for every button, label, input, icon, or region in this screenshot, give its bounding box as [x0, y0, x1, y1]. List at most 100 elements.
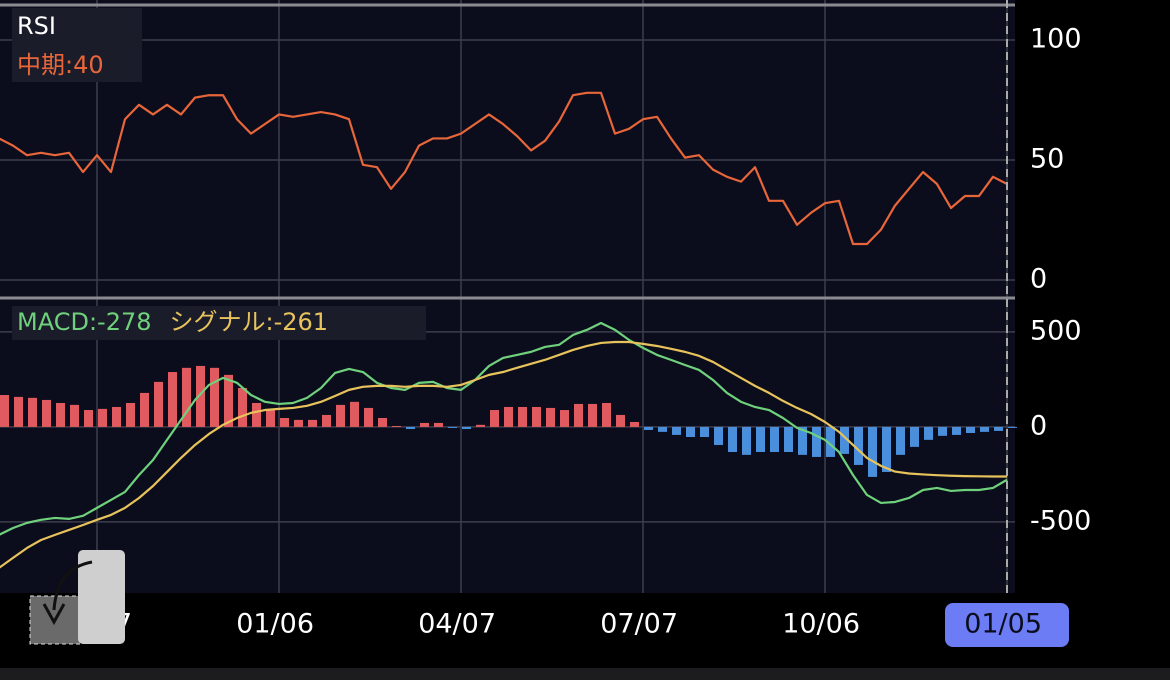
- mark-layer: [0, 91, 1017, 569]
- histogram-bar: [938, 426, 947, 436]
- histogram-bar: [840, 426, 849, 454]
- histogram-bar: [490, 410, 499, 427]
- icon-arrow: [52, 560, 93, 611]
- histogram-bar: [714, 426, 723, 445]
- x-label-highlight: [945, 603, 1069, 647]
- histogram-bar: [294, 419, 303, 427]
- histogram-bar: [28, 397, 37, 427]
- histogram-bar: [770, 426, 779, 453]
- legend-title: RSI: [17, 12, 56, 40]
- histogram-bar: [602, 402, 611, 427]
- histogram-bar: [42, 399, 51, 427]
- histogram-bar: [392, 425, 401, 427]
- legend-label: 中期:40: [17, 51, 104, 79]
- y-tick-label: 0: [1030, 410, 1047, 441]
- line-series: [0, 91, 1008, 246]
- histogram-bar: [84, 410, 93, 427]
- histogram-bar: [364, 407, 373, 427]
- legend-box: [12, 306, 426, 340]
- y-tick-label: 0: [1030, 264, 1047, 295]
- histogram-bar: [56, 402, 65, 427]
- histogram-bar: [280, 417, 289, 427]
- histogram-bar: [350, 401, 359, 427]
- x-tick-label: 01/06: [236, 609, 314, 640]
- histogram-bar: [826, 426, 835, 457]
- label-layer: 0 50 100 RSI 中期:40 -500 0 500 MACD:-278 シグナル:-261…: [17, 12, 1091, 647]
- histogram-bar: [616, 414, 625, 427]
- histogram-bar: [630, 421, 639, 427]
- histogram-bar: [308, 419, 317, 427]
- y-tick-label: 500: [1030, 315, 1082, 346]
- histogram-bar: [518, 406, 527, 427]
- histogram-bar: [462, 426, 471, 430]
- histogram-bar: [14, 396, 23, 427]
- y-tick-label: 100: [1030, 24, 1082, 55]
- histogram-bar: [182, 367, 191, 427]
- x-tick-label: 07/07: [600, 609, 678, 640]
- histogram-bar: [532, 406, 541, 427]
- legend-box: [12, 8, 142, 82]
- histogram-bar: [420, 422, 429, 427]
- histogram-bar: [560, 410, 569, 427]
- line-series: [0, 321, 1008, 536]
- histogram-bar: [672, 426, 681, 435]
- histogram-bar: [378, 417, 387, 427]
- histogram-bar: [504, 406, 513, 427]
- histogram-bar: [686, 426, 695, 437]
- y-tick-label: -500: [1030, 505, 1091, 536]
- histogram-bar: [196, 365, 205, 427]
- histogram-bar: [644, 426, 653, 430]
- histogram-bar: [546, 407, 555, 427]
- histogram-bar: [448, 426, 457, 428]
- histogram-bar: [882, 426, 891, 472]
- x-tick-label: 01/05: [964, 609, 1042, 640]
- histogram-bar: [266, 410, 275, 427]
- histogram-bar: [994, 426, 1003, 431]
- rotate-icon[interactable]: [29, 550, 125, 645]
- histogram-bar: [896, 426, 905, 455]
- x-tick-label: 04/07: [418, 609, 496, 640]
- histogram-bar: [700, 426, 709, 437]
- histogram-bar: [910, 426, 919, 447]
- legend-label: MACD:-278: [17, 308, 152, 336]
- x-tick-label: 10/06: [782, 609, 860, 640]
- histogram-bar: [854, 426, 863, 465]
- histogram-bar: [980, 426, 989, 432]
- histogram-bar: [784, 426, 793, 453]
- histogram-bar: [406, 426, 415, 430]
- histogram-bar: [798, 426, 807, 455]
- histogram-bar: [812, 426, 821, 457]
- histogram-bar: [588, 403, 597, 427]
- histogram-bar: [322, 414, 331, 427]
- histogram-bar: [658, 426, 667, 432]
- histogram-bar: [126, 402, 135, 427]
- icon-arrow: [42, 603, 66, 626]
- icon-shape: [78, 550, 125, 644]
- histogram-bar: [434, 422, 443, 427]
- histogram-bar: [168, 372, 177, 427]
- histogram-bar: [336, 404, 345, 427]
- bottom-bar: [0, 668, 1170, 680]
- histogram-bar: [140, 392, 149, 427]
- histogram-bar: [966, 426, 975, 434]
- histogram-bar: [210, 367, 219, 427]
- histogram-bar: [756, 426, 765, 453]
- histogram-bar: [112, 406, 121, 427]
- histogram-bar: [70, 404, 79, 427]
- histogram-bar: [742, 426, 751, 455]
- histogram-bar: [952, 426, 961, 435]
- legend-label: シグナル:-261: [170, 308, 329, 336]
- histogram-bar: [476, 424, 485, 427]
- histogram-bar: [98, 408, 107, 427]
- histogram-bar: [728, 426, 737, 453]
- histogram-bar: [868, 426, 877, 477]
- y-tick-label: 50: [1030, 144, 1064, 175]
- histogram-bar: [224, 374, 233, 427]
- line-series: [0, 340, 1007, 569]
- histogram-bar: [0, 395, 9, 427]
- histogram-bar: [574, 403, 583, 427]
- histogram-bar: [238, 387, 247, 427]
- histogram-bar: [252, 402, 261, 427]
- histogram-bar: [924, 426, 933, 440]
